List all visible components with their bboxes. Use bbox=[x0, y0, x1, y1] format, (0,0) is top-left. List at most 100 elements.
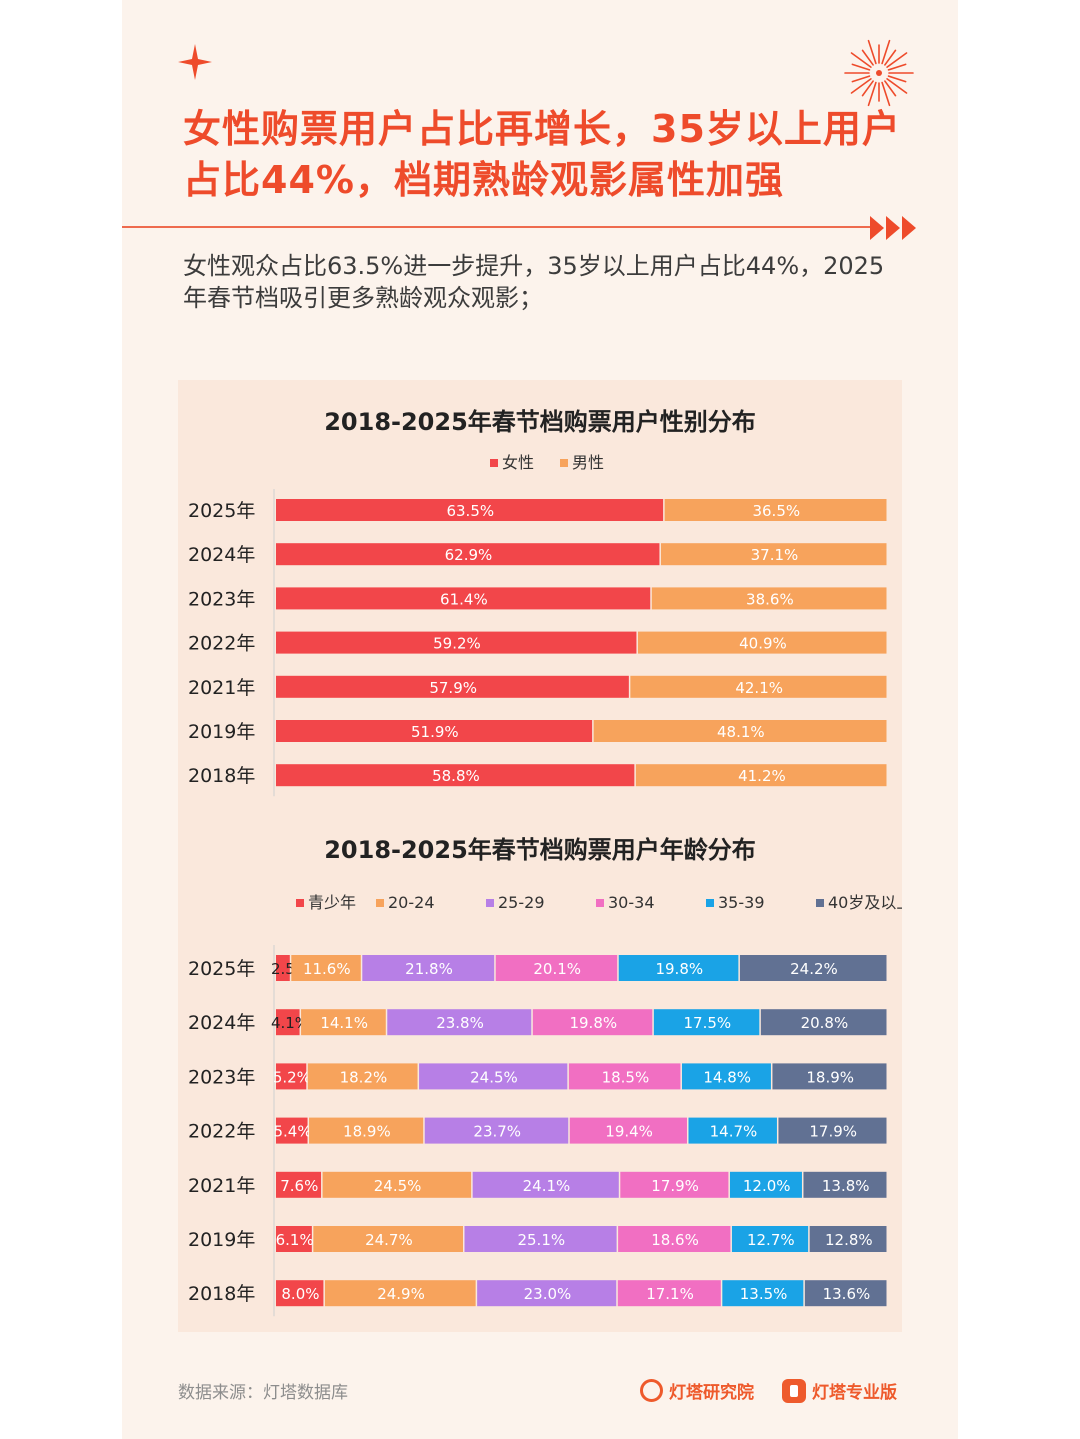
bar-segment bbox=[419, 1063, 568, 1090]
data-label: 23.0% bbox=[524, 1285, 572, 1303]
data-label: 11.6% bbox=[303, 960, 351, 978]
lighthouse-pro-logo-icon bbox=[782, 1378, 806, 1403]
bar-segment bbox=[637, 631, 887, 654]
bar-segment bbox=[276, 720, 593, 742]
bar-segment bbox=[309, 1117, 424, 1144]
data-source: 数据来源：灯塔数据库 bbox=[178, 1383, 348, 1403]
brand-pro: 灯塔专业版 bbox=[782, 1378, 897, 1403]
y-tick-label: 2025年 bbox=[188, 500, 255, 522]
data-label: 41.2% bbox=[738, 767, 786, 785]
legend-label: 35-39 bbox=[718, 893, 765, 912]
legend-item: 20-24 bbox=[376, 893, 435, 912]
legend-swatch bbox=[490, 459, 498, 467]
data-label: 62.9% bbox=[445, 546, 493, 564]
bar-segment bbox=[760, 1009, 887, 1036]
data-label: 24.7% bbox=[365, 1231, 413, 1249]
bar-segment bbox=[276, 1171, 322, 1198]
data-label: 12.0% bbox=[743, 1177, 791, 1195]
legend-label: 女性 bbox=[502, 453, 534, 472]
data-label: 25.1% bbox=[517, 1231, 565, 1249]
data-label: 37.1% bbox=[751, 546, 799, 564]
data-label: 5.4% bbox=[273, 1123, 311, 1141]
chart-card: 2018-2025年春节档购票用户性别分布女性 男性 2025年 63.5% 36.5%… bbox=[178, 380, 912, 1332]
y-tick-label: 2024年 bbox=[188, 1012, 255, 1034]
legend-item: 男性 bbox=[560, 453, 604, 472]
data-label: 13.6% bbox=[823, 1285, 871, 1303]
data-label: 18.5% bbox=[602, 1068, 650, 1086]
bar-segment bbox=[276, 1063, 307, 1090]
legend-label: 男性 bbox=[572, 453, 604, 472]
bar-segment bbox=[424, 1117, 569, 1144]
bar-segment bbox=[739, 955, 887, 981]
bar-segment bbox=[617, 1280, 721, 1307]
legend-swatch bbox=[816, 899, 824, 907]
chart-title: 2018-2025年春节档购票用户性别分布 bbox=[324, 408, 756, 436]
bar-segment bbox=[276, 675, 629, 698]
bar-segment bbox=[778, 1117, 887, 1144]
legend-swatch bbox=[486, 899, 494, 907]
bar-segment bbox=[301, 1009, 386, 1036]
bar-segment bbox=[729, 1171, 802, 1198]
triple-arrow-icon bbox=[870, 216, 916, 240]
bar-segment bbox=[664, 499, 887, 521]
page-title: 女性购票用户占比再增长，35岁以上用户占比44%，档期熟龄观影属性加强 bbox=[183, 107, 901, 202]
data-label: 20.1% bbox=[533, 960, 581, 978]
data-label: 24.5% bbox=[374, 1177, 422, 1195]
bar-segment bbox=[324, 1280, 476, 1307]
data-label: 17.5% bbox=[684, 1014, 732, 1032]
bar-segment bbox=[276, 587, 651, 610]
legend-item: 女性 bbox=[490, 453, 534, 472]
bar-segment bbox=[635, 764, 887, 787]
bar-segment bbox=[276, 1226, 312, 1252]
bar-segment bbox=[653, 1009, 760, 1036]
data-label: 24.5% bbox=[470, 1068, 518, 1086]
bar-segment bbox=[276, 955, 290, 981]
data-label: 18.9% bbox=[343, 1123, 391, 1141]
bar-segment bbox=[618, 955, 739, 981]
data-label: 17.9% bbox=[651, 1177, 699, 1195]
legend-item: 40岁及以上 bbox=[816, 893, 912, 912]
data-label: 63.5% bbox=[446, 502, 494, 520]
data-label: 40.9% bbox=[739, 635, 787, 653]
brand-pro-label: 灯塔专业版 bbox=[812, 1383, 897, 1403]
legend-swatch bbox=[560, 459, 568, 467]
bar-segment bbox=[569, 1117, 687, 1144]
legend-item: 30-34 bbox=[596, 893, 655, 912]
legend-label: 30-34 bbox=[608, 893, 655, 912]
legend-item: 35-39 bbox=[706, 893, 765, 912]
data-label: 48.1% bbox=[717, 723, 765, 741]
bar-segment bbox=[772, 1063, 887, 1090]
y-tick-label: 2023年 bbox=[188, 1066, 255, 1088]
sparkle-icon bbox=[178, 44, 212, 80]
bar-segment bbox=[313, 1226, 463, 1252]
data-label: 18.6% bbox=[651, 1231, 699, 1249]
data-label: 8.0% bbox=[281, 1285, 319, 1303]
data-label: 4.1% bbox=[271, 1014, 309, 1032]
y-tick-label: 2022年 bbox=[188, 1121, 255, 1143]
data-label: 17.9% bbox=[809, 1123, 857, 1141]
bar-segment bbox=[809, 1226, 887, 1252]
bar-segment bbox=[276, 1280, 324, 1307]
bar-segment bbox=[593, 720, 887, 742]
y-tick-label: 2023年 bbox=[188, 588, 255, 610]
data-label: 14.8% bbox=[703, 1068, 751, 1086]
data-label: 13.8% bbox=[822, 1177, 870, 1195]
bar-segment bbox=[722, 1280, 804, 1307]
data-label: 18.9% bbox=[806, 1068, 854, 1086]
data-label: 36.5% bbox=[752, 502, 800, 520]
data-label: 12.7% bbox=[747, 1231, 795, 1249]
chart-title: 2018-2025年春节档购票用户年龄分布 bbox=[324, 836, 756, 864]
legend-swatch bbox=[296, 899, 304, 907]
bar-segment bbox=[532, 1009, 653, 1036]
bar-segment bbox=[651, 587, 887, 610]
legend-item: 25-29 bbox=[486, 893, 545, 912]
data-label: 42.1% bbox=[735, 679, 783, 697]
bar-segment bbox=[322, 1171, 472, 1198]
bar-segment bbox=[276, 1009, 300, 1036]
brand-research-label: 灯塔研究院 bbox=[669, 1383, 754, 1403]
data-label: 6.1% bbox=[276, 1231, 314, 1249]
data-label: 13.5% bbox=[740, 1285, 788, 1303]
